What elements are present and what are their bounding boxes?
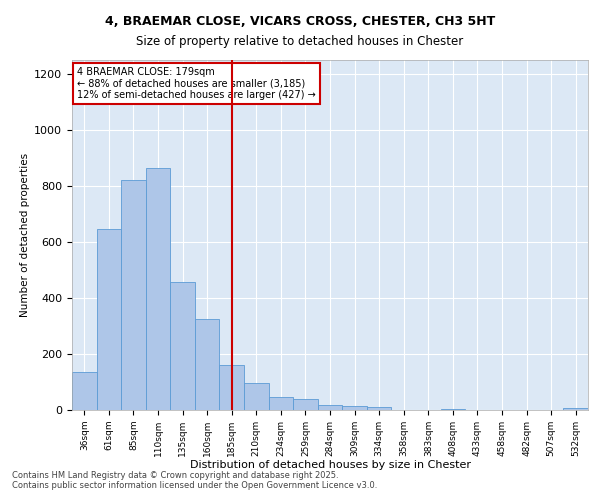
Bar <box>220 365 244 410</box>
Text: Size of property relative to detached houses in Chester: Size of property relative to detached ho… <box>136 35 464 48</box>
Bar <box>146 168 170 410</box>
X-axis label: Distribution of detached houses by size in Chester: Distribution of detached houses by size … <box>190 460 470 470</box>
Text: 4 BRAEMAR CLOSE: 179sqm
← 88% of detached houses are smaller (3,185)
12% of semi: 4 BRAEMAR CLOSE: 179sqm ← 88% of detache… <box>77 67 316 100</box>
Bar <box>367 406 391 410</box>
Bar <box>121 180 146 410</box>
Y-axis label: Number of detached properties: Number of detached properties <box>20 153 30 317</box>
Bar <box>269 396 293 410</box>
Bar <box>293 400 318 410</box>
Bar <box>440 408 465 410</box>
Text: 4, BRAEMAR CLOSE, VICARS CROSS, CHESTER, CH3 5HT: 4, BRAEMAR CLOSE, VICARS CROSS, CHESTER,… <box>105 15 495 28</box>
Bar <box>170 282 195 410</box>
Text: Contains HM Land Registry data © Crown copyright and database right 2025.
Contai: Contains HM Land Registry data © Crown c… <box>12 470 377 490</box>
Bar <box>342 406 367 410</box>
Bar <box>244 384 269 410</box>
Bar <box>72 372 97 410</box>
Bar <box>318 405 342 410</box>
Bar <box>97 228 121 410</box>
Bar <box>563 408 588 410</box>
Bar <box>195 319 220 410</box>
